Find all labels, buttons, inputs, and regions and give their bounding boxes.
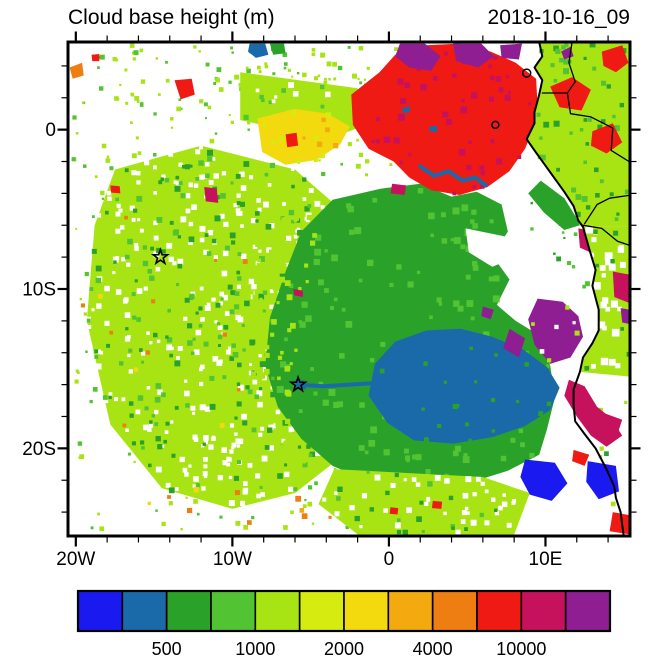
purple-top-1	[395, 43, 441, 71]
colorbar-box	[476, 590, 523, 632]
colorbar-label: 2000	[324, 639, 364, 659]
red-blob-topleft	[174, 78, 195, 100]
blue-speck-b	[402, 106, 411, 113]
red-speck-farwest	[110, 185, 121, 194]
colorbar-frame	[76, 589, 612, 633]
colorbar-label: 4000	[413, 639, 453, 659]
crimson-blob-west	[204, 187, 219, 203]
star-marker	[150, 247, 170, 266]
west-core-holes	[85, 145, 363, 507]
purple-edge	[620, 308, 630, 325]
island-sao-tome	[491, 120, 500, 130]
colorbar-box	[77, 590, 124, 632]
red-speck-bottom-2	[389, 507, 399, 515]
x-tick-label: 20W	[56, 549, 95, 570]
colorbar-label: 10000	[496, 639, 546, 659]
yellow-texture	[262, 110, 339, 163]
orange-arc	[147, 487, 332, 525]
lowcloud-blue-blob	[368, 328, 560, 444]
island-bioko	[521, 68, 532, 78]
crimson-coastal-band	[564, 379, 623, 447]
crimson-speck-mid	[293, 289, 303, 297]
blue-speck-a	[428, 125, 438, 132]
figure-title: Cloud base height (m)	[68, 6, 275, 29]
colorbar: 500 1000 2000 4000 10000	[76, 589, 612, 659]
purple-holes	[531, 305, 580, 363]
border-3	[582, 224, 630, 247]
sparse-orange-west	[80, 215, 248, 428]
colorbar-box	[343, 590, 390, 632]
y-tick-label: 10S	[22, 280, 56, 301]
colorbar-box	[387, 590, 434, 632]
purple-coastal-1	[528, 298, 583, 364]
border-2	[566, 92, 630, 163]
green-coastal-blob	[528, 180, 580, 230]
colorbar-box	[165, 590, 212, 632]
white-gap-1	[465, 228, 521, 267]
red-coastal-blob	[572, 449, 590, 466]
colorbar-box	[254, 590, 301, 632]
colorbar-box	[210, 590, 257, 632]
star-marker	[288, 374, 308, 393]
green-top-blob	[269, 43, 286, 55]
border-1	[541, 42, 576, 94]
red-land-1	[550, 77, 591, 111]
colorbar-box	[298, 590, 345, 632]
blue-green-specks	[379, 346, 552, 443]
x-tick-label: 0	[384, 549, 395, 570]
teal-meander	[418, 164, 488, 188]
crimson-below-red	[390, 183, 407, 195]
red-speck-west	[285, 132, 299, 148]
x-tick-label: 10W	[213, 549, 252, 570]
border-4	[583, 194, 630, 225]
map-layers	[69, 42, 630, 536]
orange-corner	[69, 62, 84, 79]
coastline	[525, 42, 625, 536]
crimson-edge	[612, 271, 630, 304]
colorbar-label: 500	[152, 639, 182, 659]
colorbar-box	[121, 590, 168, 632]
bottom-center-holes	[322, 474, 517, 535]
red-speck-bottom-1	[432, 500, 443, 509]
purple-coastal-2	[503, 328, 526, 358]
x-tick-label: 10E	[529, 549, 563, 570]
y-tick-label: 0	[45, 120, 56, 141]
blue-tail	[296, 381, 377, 389]
purple-top-3	[500, 43, 522, 60]
colorbar-box	[520, 590, 567, 632]
red-corner-se	[609, 512, 630, 535]
figure-timestamp: 2018-10-16_09	[487, 6, 630, 29]
red-land-2	[601, 45, 629, 73]
purple-top-2	[453, 43, 494, 68]
plot-frame	[66, 40, 632, 538]
red-speck-corner	[91, 54, 100, 62]
purple-speck-a	[481, 306, 494, 320]
bottom-center	[318, 469, 530, 535]
blue-ocean-patch	[520, 459, 568, 501]
y-tick-label: 20S	[22, 439, 56, 460]
green-west-fingers	[241, 213, 317, 472]
red-land-3	[590, 123, 623, 154]
blue-land-patch	[586, 461, 619, 500]
colorbar-label: 1000	[235, 639, 275, 659]
colorbar-box	[431, 590, 478, 632]
teal-top-blob	[248, 43, 269, 58]
colorbar-box	[564, 590, 611, 632]
bottom-center-green	[336, 470, 498, 536]
